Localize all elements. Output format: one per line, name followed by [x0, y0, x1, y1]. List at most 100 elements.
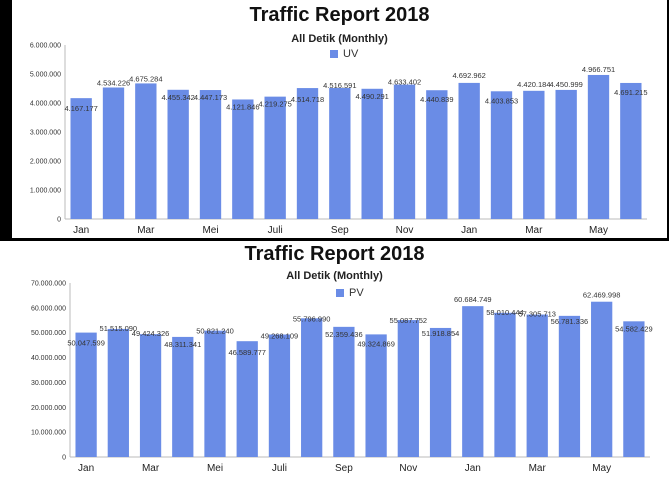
pv-x-tick-label: Juli — [272, 463, 287, 474]
uv-y-tick-label: 3.000.000 — [30, 130, 61, 137]
uv-bar — [523, 90, 545, 219]
pv-bar — [591, 301, 613, 457]
pv-bar — [107, 328, 129, 457]
pv-data-label: 57.305.713 — [518, 310, 556, 319]
pv-data-label: 55.087.752 — [390, 316, 428, 325]
pv-data-label: 60.684.749 — [454, 295, 492, 304]
pv-legend-swatch — [336, 289, 344, 297]
uv-data-label: 4.490.291 — [355, 92, 388, 101]
uv-x-tick-label: Sep — [331, 225, 349, 236]
pv-x-tick-label: Mar — [142, 463, 160, 474]
uv-data-label: 4.403.853 — [485, 96, 518, 105]
uv-data-label: 4.516.591 — [323, 81, 356, 90]
uv-bar — [199, 90, 222, 219]
pv-y-tick-label: 40.000.000 — [31, 355, 66, 362]
uv-legend-swatch — [330, 50, 338, 58]
uv-data-label: 4.455.342 — [161, 93, 194, 102]
pv-x-tick-label: Nov — [399, 463, 417, 474]
uv-y-tick-label: 6.000.000 — [30, 43, 61, 50]
uv-bar-chart: 0 1.000.000 2.000.000 3.000.000 4.000.000 5.0… — [30, 43, 648, 237]
pv-bar — [139, 334, 162, 457]
uv-legend: UV — [330, 48, 358, 60]
pv-data-label: 49.268.109 — [261, 332, 299, 341]
uv-legend-label: UV — [343, 48, 359, 60]
pv-data-label: 51.515.090 — [100, 324, 138, 333]
uv-bar — [393, 84, 416, 219]
uv-bar — [490, 91, 513, 219]
pv-data-label: 46.589.777 — [228, 348, 266, 357]
pv-x-tick-label: Jan — [465, 463, 481, 474]
pv-bar — [172, 336, 194, 457]
pv-data-label: 49.424.326 — [132, 329, 170, 338]
pv-bar — [365, 334, 387, 457]
uv-data-label: 4.633.402 — [388, 78, 421, 87]
uv-data-label: 4.966.751 — [582, 65, 615, 74]
uv-bar — [232, 99, 254, 219]
uv-bar — [555, 89, 577, 220]
uv-bar — [102, 87, 125, 219]
uv-x-tick-label: Mei — [202, 225, 218, 236]
uv-x-tick-label: Juli — [268, 225, 283, 236]
uv-bar — [458, 82, 480, 219]
pv-data-label: 56.781.336 — [551, 317, 589, 326]
pv-x-tick-label: Sep — [335, 463, 353, 474]
uv-data-label: 4.420.184 — [517, 80, 550, 89]
pv-bar — [494, 312, 516, 457]
pv-data-label: 54.582.429 — [615, 324, 653, 333]
pv-bar — [558, 315, 581, 457]
pv-y-tick-label: 70.000.000 — [31, 281, 66, 288]
pv-x-tick-label: Mei — [207, 463, 223, 474]
uv-bar — [135, 83, 157, 219]
uv-y-tick-label: 5.000.000 — [30, 72, 61, 79]
uv-x-tick-label: Jan — [73, 225, 89, 236]
uv-data-label: 4.121.846 — [226, 102, 259, 111]
uv-data-label: 4.440.839 — [420, 95, 453, 104]
uv-chart-title: Traffic Report 2018 — [249, 4, 430, 26]
uv-bar — [329, 88, 351, 219]
pv-chart-panel: Traffic Report 2018 All Detik (Monthly) … — [0, 241, 669, 478]
uv-y-tick-label: 2.000.000 — [30, 159, 61, 166]
pv-y-tick-label: 50.000.000 — [31, 330, 66, 337]
pv-data-label: 50.047.599 — [67, 339, 105, 348]
pv-x-tick-label: May — [592, 463, 611, 474]
pv-bar — [236, 341, 258, 457]
pv-bar — [75, 332, 97, 457]
uv-y-tick-label: 4.000.000 — [30, 101, 61, 108]
uv-chart-panel: Traffic Report 2018 All Detik (Monthly) … — [12, 0, 667, 238]
uv-bar — [70, 98, 92, 219]
uv-data-label: 4.534.226 — [97, 79, 130, 88]
pv-bar — [397, 320, 419, 457]
uv-bar — [167, 89, 189, 220]
uv-data-label: 4.675.284 — [129, 74, 162, 83]
pv-legend-label: PV — [349, 287, 364, 299]
pv-y-tick-label: 0 — [62, 455, 66, 462]
uv-bar — [587, 74, 610, 219]
pv-bar — [333, 326, 355, 457]
pv-x-tick-label: Jan — [78, 463, 94, 474]
pv-bar — [204, 330, 226, 457]
uv-data-label: 4.692.962 — [452, 71, 485, 80]
pv-data-label: 49.324.869 — [357, 339, 395, 348]
pv-bar — [526, 314, 548, 457]
uv-bar — [296, 88, 319, 219]
pv-chart-title: Traffic Report 2018 — [244, 243, 425, 265]
uv-x-tick-label: Nov — [396, 225, 414, 236]
uv-bar — [361, 88, 383, 220]
pv-x-tick-label: Mar — [529, 463, 547, 474]
pv-bar — [301, 318, 323, 457]
uv-x-tick-label: Mar — [137, 225, 155, 236]
pv-y-tick-label: 10.000.000 — [31, 430, 66, 437]
uv-data-label: 4.447.173 — [194, 93, 227, 102]
pv-data-label: 51.918.854 — [422, 329, 460, 338]
uv-bar — [426, 90, 448, 219]
uv-bar — [264, 96, 286, 219]
uv-chart-subtitle: All Detik (Monthly) — [291, 33, 388, 45]
uv-y-tick-label: 1.000.000 — [30, 188, 61, 195]
pv-chart-subtitle: All Detik (Monthly) — [286, 270, 383, 282]
uv-x-tick-label: Jan — [461, 225, 477, 236]
uv-data-label: 4.167.177 — [64, 104, 97, 113]
uv-x-tick-label: Mar — [525, 225, 543, 236]
uv-data-label: 4.450.999 — [549, 80, 582, 89]
pv-y-tick-label: 30.000.000 — [31, 380, 66, 387]
pv-data-label: 48.311.341 — [164, 340, 201, 349]
